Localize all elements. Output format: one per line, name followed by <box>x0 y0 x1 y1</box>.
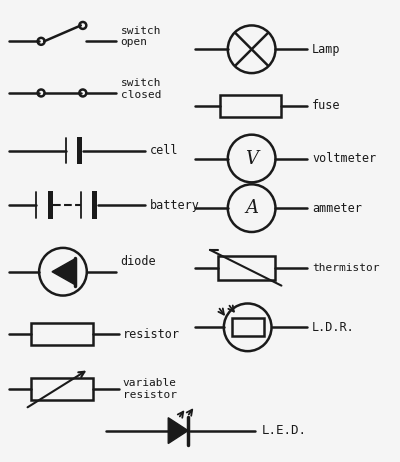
Text: L.D.R.: L.D.R. <box>312 321 355 334</box>
Text: L.E.D.: L.E.D. <box>262 424 306 437</box>
Bar <box>31 323 93 345</box>
Text: Lamp: Lamp <box>312 43 341 56</box>
Text: voltmeter: voltmeter <box>312 152 376 165</box>
Text: thermistor: thermistor <box>312 263 380 273</box>
Text: V: V <box>245 150 258 168</box>
Bar <box>31 378 93 400</box>
Bar <box>220 95 282 117</box>
Text: variable
resistor: variable resistor <box>122 378 176 400</box>
Text: switch
closed: switch closed <box>120 78 161 100</box>
Polygon shape <box>52 259 75 285</box>
Bar <box>92 191 97 219</box>
Bar <box>232 318 264 336</box>
Bar <box>48 191 52 219</box>
Bar <box>218 256 276 280</box>
Polygon shape <box>168 418 188 444</box>
Text: battery: battery <box>150 199 200 212</box>
Text: cell: cell <box>150 144 179 157</box>
Text: ammeter: ammeter <box>312 201 362 215</box>
Text: diode: diode <box>120 255 156 268</box>
Bar <box>77 137 82 164</box>
Text: A: A <box>245 199 258 217</box>
Text: switch
open: switch open <box>120 25 161 47</box>
Text: resistor: resistor <box>122 328 180 341</box>
Text: fuse: fuse <box>312 99 341 112</box>
